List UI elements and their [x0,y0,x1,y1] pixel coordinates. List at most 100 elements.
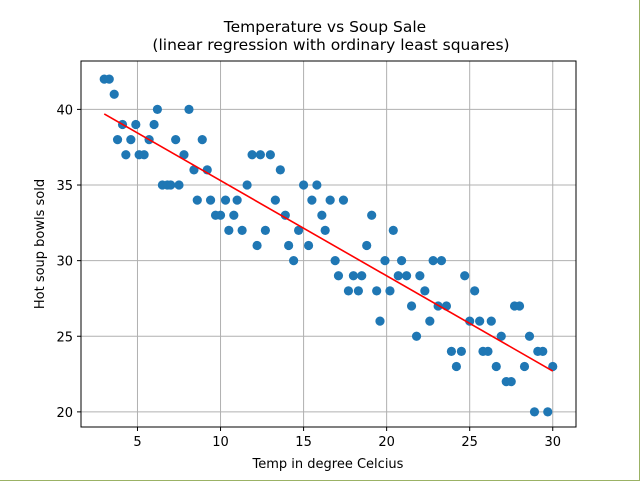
data-point [112,135,123,145]
data-point [149,119,159,130]
chart-subtitle: (linear regression with ordinary least s… [152,36,509,54]
data-point [543,407,553,417]
data-point [252,240,262,251]
data-point [496,331,506,341]
data-point [538,346,548,356]
data-point [353,286,363,296]
data-point [242,180,252,190]
data-point [298,180,309,190]
data-point [255,150,265,160]
data-point [275,165,285,175]
x-tick-label: 20 [378,435,395,450]
data-point [152,104,163,114]
data-point [131,119,141,130]
data-point [338,195,349,205]
regression-line-group [103,113,554,372]
data-point [380,256,390,266]
data-point [436,256,447,266]
data-point [325,195,335,205]
data-point [174,180,184,190]
data-point [514,301,525,311]
data-point [312,180,322,190]
data-point [446,346,457,356]
data-point [109,89,119,99]
data-point [166,180,176,190]
y-tick-label: 30 [56,255,73,270]
data-point [425,316,435,326]
data-point [362,240,372,251]
data-point [284,240,294,251]
y-tick-label: 35 [56,179,73,194]
data-point [483,346,493,356]
data-point [197,135,207,145]
data-point [215,210,226,220]
data-point [506,377,516,387]
data-point [270,195,280,205]
y-tick-label: 20 [56,406,73,421]
data-point [289,256,299,266]
chart-title: Temperature vs Soup Sale [223,18,426,36]
data-point [393,271,403,281]
data-point [475,316,485,326]
data-point [375,316,385,326]
data-point [224,225,234,235]
data-point [260,225,270,235]
data-point [491,361,501,372]
x-tick-label: 10 [212,435,229,450]
data-point [348,271,359,281]
data-point [280,210,290,220]
data-point [237,225,247,235]
data-point [139,150,149,160]
data-point [456,346,466,356]
data-point [330,256,340,266]
y-axis-label: Hot soup bowls sold [33,179,48,309]
x-tick-label: 30 [544,435,561,450]
data-point [367,210,377,220]
data-point [104,74,114,84]
data-point [232,195,242,205]
data-points [99,74,558,417]
data-point [205,195,216,205]
data-point [415,271,425,281]
data-point [372,286,382,296]
data-point [388,225,398,235]
x-tick-label: 25 [461,435,478,450]
data-point [333,271,344,281]
y-tick-label: 25 [56,330,73,345]
data-point [229,210,239,220]
data-point [265,150,275,160]
data-point [486,316,496,326]
grid [81,61,576,427]
data-point [529,407,540,417]
data-point [524,331,535,341]
data-point [396,256,407,266]
data-point [470,286,480,296]
plot-area [80,60,577,428]
data-point [192,195,202,205]
data-point [411,331,422,341]
data-point [171,135,181,145]
data-point [385,286,395,296]
data-point [519,361,530,372]
data-point [460,271,470,281]
data-point [303,240,314,251]
data-point [307,195,317,205]
data-point [184,104,194,114]
data-point [406,301,417,311]
data-point [294,225,304,235]
y-tick-label: 40 [56,103,73,118]
data-point [401,271,412,281]
data-point [465,316,475,326]
x-axis-label: Temp in degree Celcius [252,457,404,472]
data-point [247,150,257,160]
data-point [317,210,327,220]
data-point [126,135,136,145]
regression-line [103,113,554,372]
data-point [420,286,430,296]
data-point [121,150,131,160]
x-tick-label: 15 [295,435,312,450]
data-point [451,361,462,372]
data-point [320,225,330,235]
